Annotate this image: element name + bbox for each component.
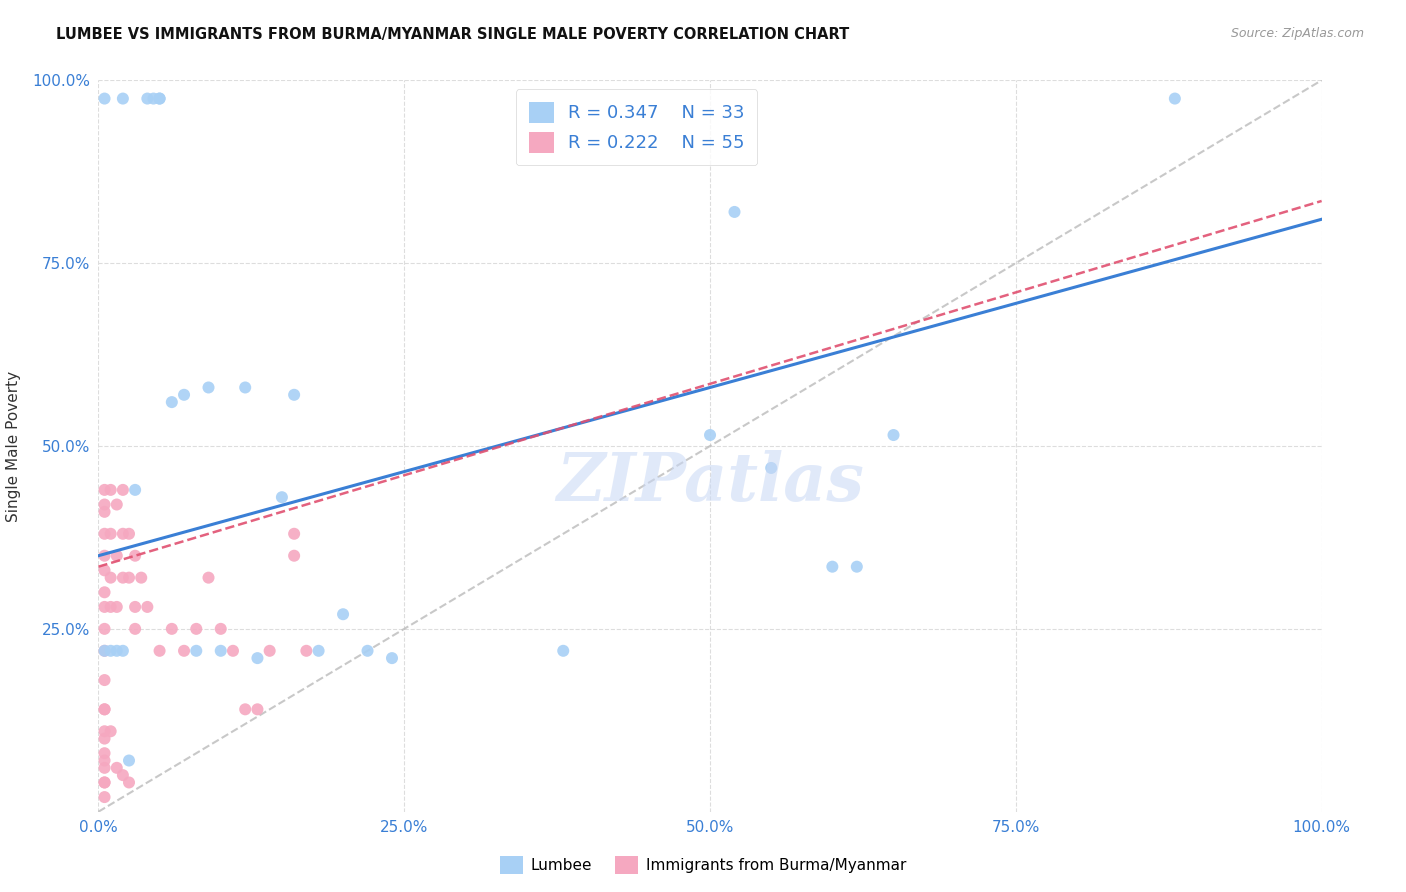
Point [381,651,404,665]
Point [118,754,141,768]
Point [111,526,134,541]
Point [93,790,115,805]
Point [186,622,208,636]
Point [93,585,115,599]
Point [308,644,330,658]
Point [111,644,134,658]
Legend: Lumbee, Immigrants from Burma/Myanmar: Lumbee, Immigrants from Burma/Myanmar [494,850,912,880]
Point [553,644,575,658]
Point [93,599,115,614]
Point [356,644,378,658]
Point [332,607,354,622]
Point [270,490,294,504]
Point [124,622,146,636]
Point [93,498,115,512]
Point [105,549,128,563]
Point [111,92,134,106]
Point [173,644,195,658]
Point [93,549,115,563]
Point [142,92,165,106]
Text: LUMBEE VS IMMIGRANTS FROM BURMA/MYANMAR SINGLE MALE POVERTY CORRELATION CHART: LUMBEE VS IMMIGRANTS FROM BURMA/MYANMAR … [56,27,849,42]
Point [93,563,115,577]
Point [105,644,128,658]
Point [100,526,122,541]
Point [93,775,115,789]
Y-axis label: Single Male Poverty: Single Male Poverty [6,370,21,522]
Point [93,644,115,658]
Point [295,644,318,658]
Point [100,724,122,739]
Text: Source: ZipAtlas.com: Source: ZipAtlas.com [1230,27,1364,40]
Point [883,428,905,442]
Point [283,549,305,563]
Point [93,731,115,746]
Point [111,571,134,585]
Point [93,483,115,497]
Point [93,724,115,739]
Point [222,644,245,658]
Point [233,380,256,394]
Point [723,205,745,219]
Point [259,644,281,658]
Point [118,526,141,541]
Point [246,651,269,665]
Point [93,673,115,687]
Point [93,702,115,716]
Point [136,92,159,106]
Point [761,461,783,475]
Point [93,526,115,541]
Point [136,599,159,614]
Point [197,571,219,585]
Legend: R = 0.347    N = 33, R = 0.222    N = 55: R = 0.347 N = 33, R = 0.222 N = 55 [516,89,758,165]
Point [93,746,115,760]
Point [93,92,115,106]
Point [209,644,232,658]
Point [93,505,115,519]
Point [100,644,122,658]
Point [93,761,115,775]
Point [821,559,844,574]
Point [160,622,183,636]
Point [124,483,146,497]
Point [186,644,208,658]
Point [160,395,183,409]
Point [173,388,195,402]
Point [100,571,122,585]
Point [100,483,122,497]
Point [105,599,128,614]
Point [1164,92,1187,106]
Point [149,92,172,106]
Point [93,622,115,636]
Point [197,380,219,394]
Point [149,92,172,106]
Point [118,775,141,789]
Point [118,571,141,585]
Point [124,549,146,563]
Point [699,428,721,442]
Point [283,388,305,402]
Point [283,526,305,541]
Point [233,702,256,716]
Point [111,768,134,782]
Point [93,644,115,658]
Text: ZIPatlas: ZIPatlas [557,450,863,515]
Point [93,754,115,768]
Point [129,571,152,585]
Point [209,622,232,636]
Point [93,702,115,716]
Point [111,483,134,497]
Point [100,599,122,614]
Point [105,498,128,512]
Point [845,559,868,574]
Point [149,644,172,658]
Point [105,761,128,775]
Point [93,775,115,789]
Point [124,599,146,614]
Point [246,702,269,716]
